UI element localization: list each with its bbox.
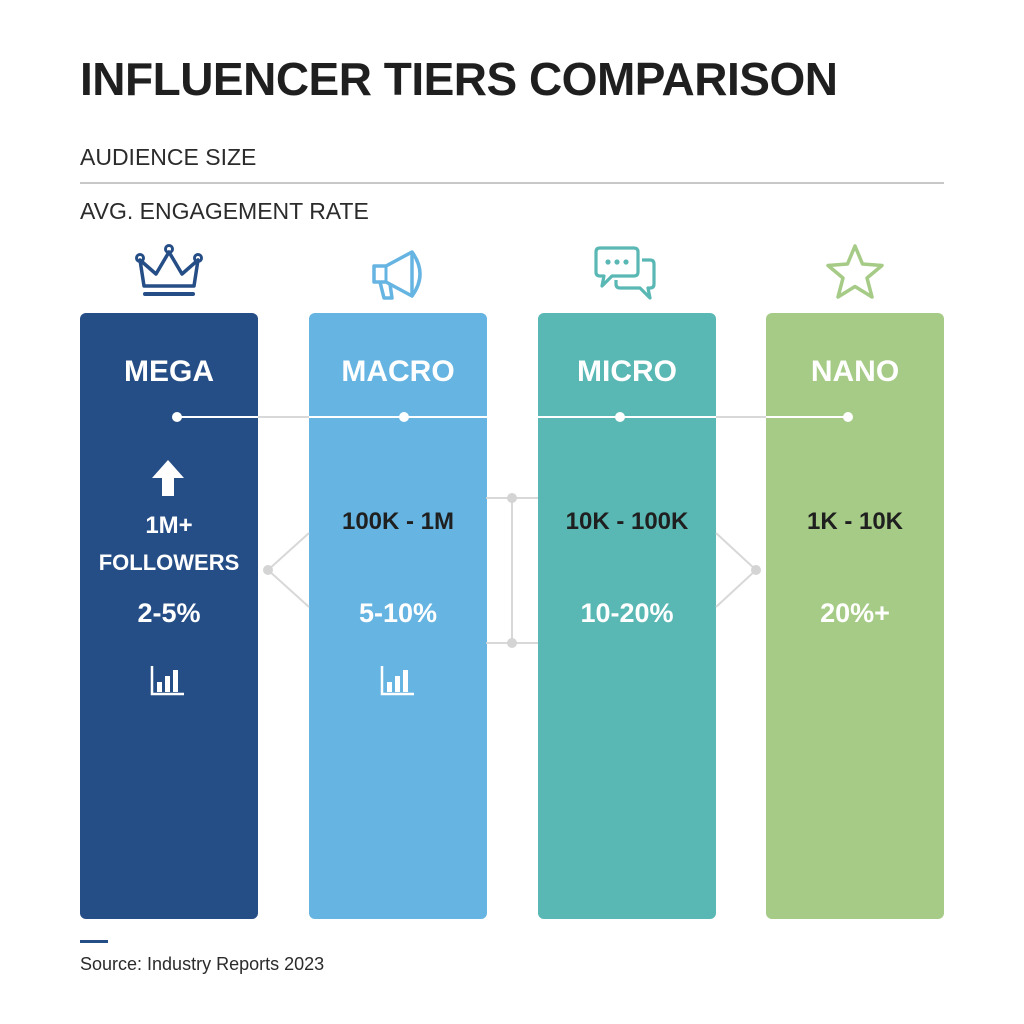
audience-value-micro: 10K - 100K [565, 508, 689, 535]
engagement-rate-micro: 10-20% [580, 598, 674, 628]
tier-name-macro: MACRO [341, 355, 455, 388]
audience-value-macro: 100K - 1M [341, 508, 455, 535]
tier-name-mega: MEGA [124, 355, 214, 388]
source-accent-line [80, 940, 108, 943]
tier-column-nano [766, 313, 944, 919]
audience-unit-mega: FOLLOWERS [98, 550, 240, 575]
tier-name-micro: MICRO [577, 355, 677, 388]
tier-column-mega [80, 313, 258, 919]
legend-divider [80, 182, 944, 184]
tier-column-macro [309, 313, 487, 919]
bar-chart-icon [150, 666, 184, 696]
page-title: INFLUENCER TIERS COMPARISON [80, 53, 838, 105]
audience-value-nano: 1K - 10K [806, 508, 904, 535]
chat-bubbles-icon [590, 240, 660, 306]
bar-chart-icon [380, 666, 414, 696]
source-note: Source: Industry Reports 2023 [80, 954, 325, 974]
legend-audience-size: AUDIENCE SIZE [80, 144, 257, 170]
engagement-rate-macro: 5-10% [358, 598, 438, 628]
audience-value-mega: 1M+ [145, 512, 193, 539]
star-icon [820, 240, 890, 306]
up-arrow-icon [152, 460, 184, 496]
engagement-rate-mega: 2-5% [137, 598, 201, 628]
crown-icon [134, 240, 204, 306]
tier-name-nano: NANO [810, 355, 900, 388]
engagement-rate-nano: 20%+ [820, 598, 890, 628]
megaphone-icon [366, 240, 436, 306]
tier-column-micro [538, 313, 716, 919]
legend-engagement-rate: AVG. ENGAGEMENT RATE [80, 198, 369, 224]
